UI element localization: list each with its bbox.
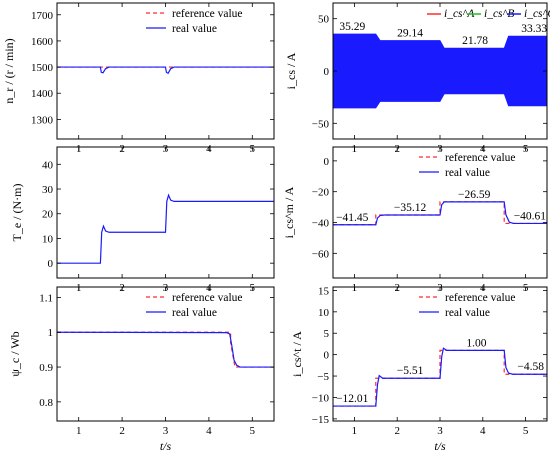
y-tick-label: 20 (42, 209, 54, 221)
y-tick-label: −5 (317, 371, 329, 383)
y-tick-label: 0.8 (39, 397, 53, 409)
legend: reference value real value (146, 292, 243, 319)
legend: i_cs^A i_cs^B i_cs^C (427, 8, 550, 20)
x-tick-label: 4 (480, 425, 486, 437)
phase-current-envelope (332, 33, 548, 109)
y-tick-label: −15 (312, 414, 330, 426)
y-tick-label: 0.9 (39, 362, 53, 374)
panel-icst: 1 2 3 4 5 −15 −10 −5 0 5 10 15 i_cs^t / A t/s −12.01 −5… (290, 285, 548, 453)
legend: reference value real value (146, 8, 243, 35)
y-tick-label: 1.1 (39, 292, 53, 304)
y-tick-label: 1 (48, 327, 54, 339)
x-tick-label: 1 (352, 425, 358, 437)
data-label: −35.12 (394, 202, 427, 214)
real-series-line (57, 66, 274, 75)
y-tick-label: −60 (312, 248, 330, 260)
legend-label: reference value (172, 292, 243, 304)
x-tick-label: 1 (76, 425, 82, 437)
x-axis-label: t/s (434, 439, 446, 453)
y-axis-label: n_r / (r / min) (2, 38, 16, 103)
legend-label: i_cs^C (524, 8, 550, 20)
y-tick-label: 5 (324, 328, 330, 340)
y-tick-label: 1500 (31, 62, 54, 74)
y-tick-label: 1400 (31, 88, 54, 100)
y-tick-label: 1300 (31, 114, 54, 126)
legend-label: reference value (172, 8, 243, 20)
x-tick-label: 2 (119, 425, 125, 437)
data-label: −12.01 (336, 393, 369, 405)
data-label: −4.58 (517, 361, 544, 373)
y-tick-label: 10 (318, 307, 330, 319)
x-axis-label: t/s (160, 439, 172, 453)
legend-label: reference value (445, 292, 516, 304)
real-series-line (333, 201, 547, 226)
legend-label: reference value (445, 152, 516, 164)
data-label: 35.29 (339, 21, 365, 33)
y-tick-label: 1700 (31, 10, 54, 22)
y-tick-label: 30 (42, 184, 54, 196)
y-tick-label: 0 (324, 66, 330, 78)
axes-frame (56, 2, 275, 140)
panel-te: 12345010203040T_e / (N·m) (10, 146, 275, 294)
legend-label: i_cs^B (484, 8, 514, 20)
panel-nr: 1234513001400150016001700n_r / (r / min)… (2, 2, 275, 155)
y-tick-label: −50 (312, 118, 330, 130)
y-tick-label: −10 (312, 392, 330, 404)
y-tick-label: 1600 (31, 36, 54, 48)
axes-frame (56, 286, 275, 422)
data-label: 33.33 (521, 23, 547, 35)
data-label: 21.78 (462, 35, 488, 47)
y-axis-label: ψ_c / Wb (8, 331, 22, 376)
x-tick-label: 3 (437, 425, 443, 437)
x-tick-label: 5 (523, 425, 529, 437)
x-tick-label: 2 (394, 425, 400, 437)
y-tick-label: 0 (324, 156, 330, 168)
panel-psi: 1 2 3 4 5 0.8 0.9 1 1.1 ψ_c / Wb t/s reference valu… (8, 286, 275, 453)
data-label: 1.00 (466, 337, 486, 349)
data-label: −26.59 (458, 189, 491, 201)
y-tick-label: 40 (42, 159, 54, 171)
y-tick-label: 15 (318, 285, 330, 297)
reference-series-line (57, 331, 274, 368)
data-label: −5.51 (397, 365, 424, 377)
legend-label: real value (172, 23, 217, 35)
x-tick-label: 3 (163, 425, 169, 437)
y-axis-label: i_cs / A (284, 52, 298, 89)
y-tick-label: −40 (312, 218, 330, 230)
y-axis-label: i_cs^m / A (282, 186, 296, 238)
data-label: −41.45 (336, 212, 369, 224)
legend-label: real value (445, 307, 490, 319)
x-tick-label: 5 (250, 425, 256, 437)
y-tick-label: 50 (318, 14, 330, 26)
y-axis-label: i_cs^t / A (290, 331, 304, 377)
reference-series-line (333, 349, 547, 407)
x-tick-label: 4 (206, 425, 212, 437)
legend-label: real value (172, 307, 217, 319)
y-tick-label: −20 (312, 187, 330, 199)
y-tick-label: 10 (42, 233, 54, 245)
real-series-line (57, 193, 274, 264)
data-label: −40.61 (514, 210, 547, 222)
data-label: 29.14 (397, 28, 423, 40)
y-axis-label: T_e / (N·m) (10, 184, 24, 242)
legend-label: i_cs^A (444, 8, 475, 20)
legend-label: real value (445, 167, 490, 179)
legend: reference value real value (419, 292, 516, 319)
axes-frame (56, 146, 275, 279)
legend: reference value real value (419, 152, 516, 179)
real-series-line (56, 331, 274, 368)
real-series-line (333, 347, 547, 407)
y-tick-label: 0 (324, 350, 330, 362)
y-tick-label: 0 (48, 258, 54, 270)
